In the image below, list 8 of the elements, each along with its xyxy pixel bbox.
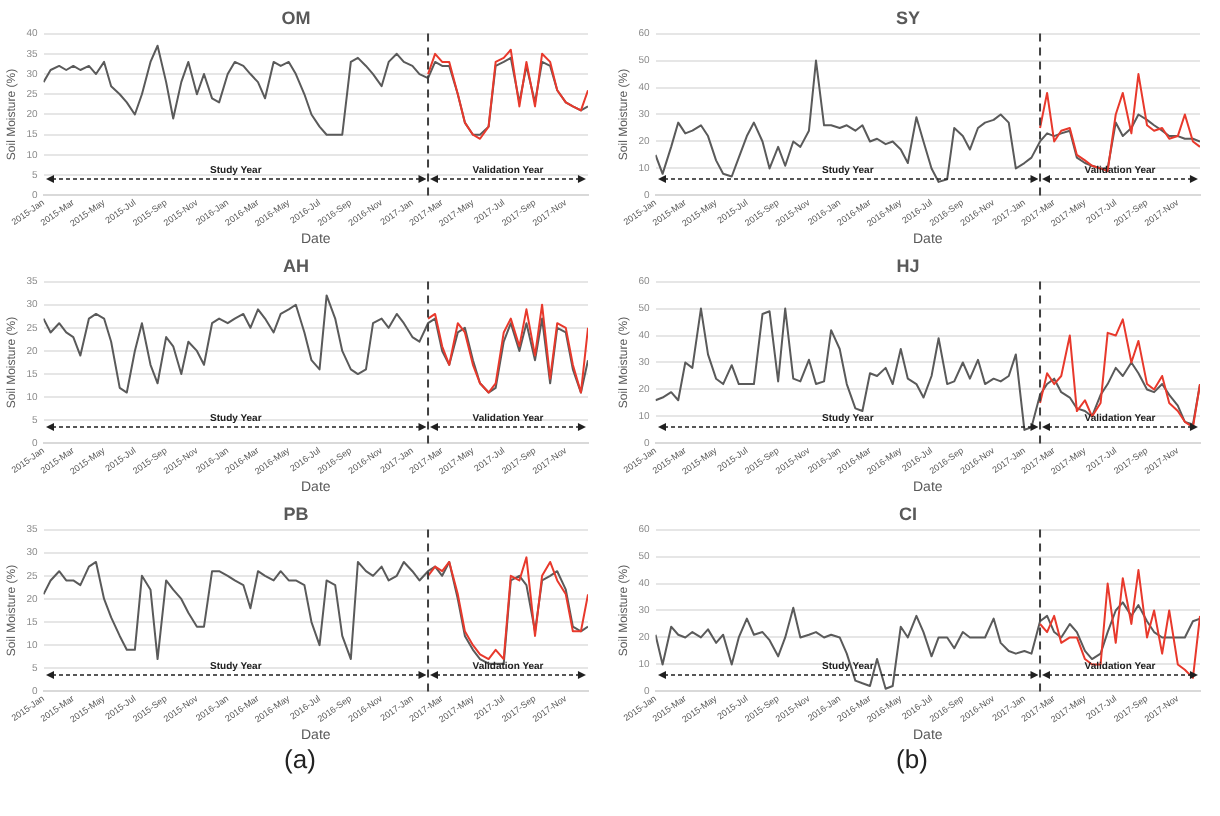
chart-title: CI — [899, 503, 917, 524]
chart-title: HJ — [896, 255, 920, 276]
chart-title: SY — [895, 7, 921, 28]
chart-title: OM — [281, 7, 311, 28]
text: (b) — [894, 744, 930, 774]
chart-title: PB — [283, 503, 310, 524]
text: (a) — [282, 744, 318, 774]
chart-title: AH — [283, 255, 309, 276]
